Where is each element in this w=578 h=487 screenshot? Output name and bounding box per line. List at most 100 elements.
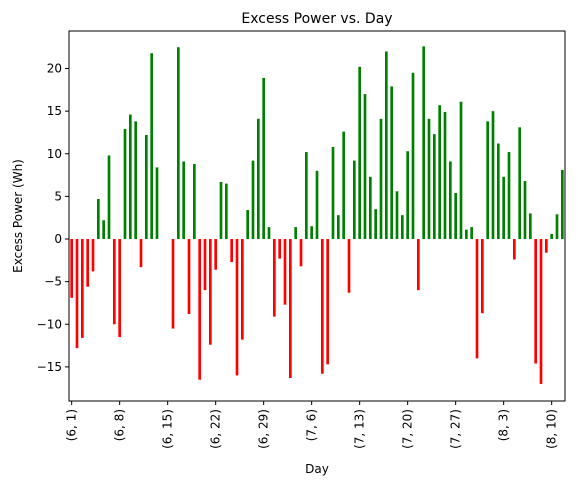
bar-64 [411,72,415,240]
bar-89 [545,239,548,253]
bar-73 [459,101,463,240]
y-tick-label: −10 [37,317,62,331]
bar-87 [534,239,537,364]
bar-33 [246,210,249,240]
bar-31 [235,239,239,376]
bar-13 [139,239,143,268]
y-axis-label: Excess Power (Wh) [11,159,25,273]
bar-23 [193,164,196,240]
bar-75 [470,227,473,240]
x-tick-label: (8, 10) [545,409,559,449]
bar-36 [262,77,265,240]
bar-56 [369,176,372,240]
bar-27 [214,239,217,270]
bar-74 [465,229,468,240]
bars-group [70,46,564,384]
bar-7 [107,155,111,240]
bar-78 [486,121,489,240]
bar-39 [278,239,281,259]
bar-61 [395,191,399,240]
x-tick-label: (7, 20) [401,409,415,449]
bar-48 [326,239,329,365]
x-tick-label: (6, 1) [65,409,79,441]
bar-35 [257,118,260,240]
x-tick-label: (8, 3) [497,409,511,441]
bar-53 [353,160,356,240]
bar-10 [123,129,127,240]
bar-20 [177,47,180,240]
bar-57 [374,209,377,240]
bar-2 [81,239,84,338]
bar-90 [550,233,553,240]
bar-82 [507,152,511,240]
bar-65 [417,239,420,291]
bar-28 [219,181,223,240]
bar-15 [150,53,153,240]
chart-title: Excess Power vs. Day [241,11,392,27]
bar-26 [209,239,212,345]
x-tick-label: (6, 22) [209,409,223,449]
x-ticks-group: (6, 1) (6, 8) (6, 15) (6, 22) (6, 29) (7, 6) (… [65,401,559,449]
bar-55 [363,94,367,240]
bar-9 [118,239,121,338]
bar-85 [523,181,527,240]
bar-70 [443,111,447,240]
bar-81 [502,176,505,240]
bar-37 [267,227,271,240]
bar-44 [305,152,308,240]
bar-1 [75,239,79,349]
bar-4 [91,239,95,272]
bar-0 [70,239,73,298]
bar-19 [171,239,175,329]
y-tick-label: 15 [47,104,62,118]
bar-77 [481,239,484,314]
bar-24 [198,239,201,380]
bar-42 [294,227,297,240]
x-axis-label: Day [305,462,329,476]
bar-47 [321,239,324,374]
x-tick-label: (6, 8) [113,409,127,441]
bar-63 [406,151,409,240]
bar-22 [187,239,191,315]
bar-86 [529,213,532,240]
plot-frame [68,30,566,402]
bar-68 [433,134,436,240]
bar-83 [513,239,516,260]
bar-38 [273,239,276,317]
bar-92 [561,169,564,240]
bar-29 [225,183,228,240]
bar-41 [289,239,292,378]
bar-59 [385,51,388,240]
bar-80 [497,143,500,240]
bar-8 [113,239,116,325]
x-tick-label: (6, 29) [257,409,271,449]
bar-62 [401,215,404,240]
bar-50 [337,215,340,240]
bar-49 [331,146,335,240]
bar-51 [342,131,345,240]
y-tick-label: 10 [47,147,62,161]
bar-12 [134,121,137,240]
bar-76 [475,239,479,359]
bar-88 [539,239,543,384]
x-tick-label: (7, 6) [305,409,319,441]
y-tick-label: −15 [37,360,62,374]
bar-43 [299,239,303,267]
bar-54 [358,66,361,240]
x-tick-label: (6, 15) [161,409,175,449]
bar-30 [230,239,233,263]
bar-45 [310,226,313,240]
bar-60 [390,86,393,240]
bar-66 [422,46,425,240]
y-tick-label: −5 [44,275,62,289]
bar-40 [283,239,287,305]
bar-32 [241,239,244,340]
y-tick-label: 20 [47,62,62,76]
bar-72 [454,192,457,240]
bar-58 [379,118,383,240]
bar-16 [155,167,159,240]
bar-11 [129,114,132,240]
bar-6 [102,220,105,240]
x-tick-label: (7, 27) [449,409,463,449]
